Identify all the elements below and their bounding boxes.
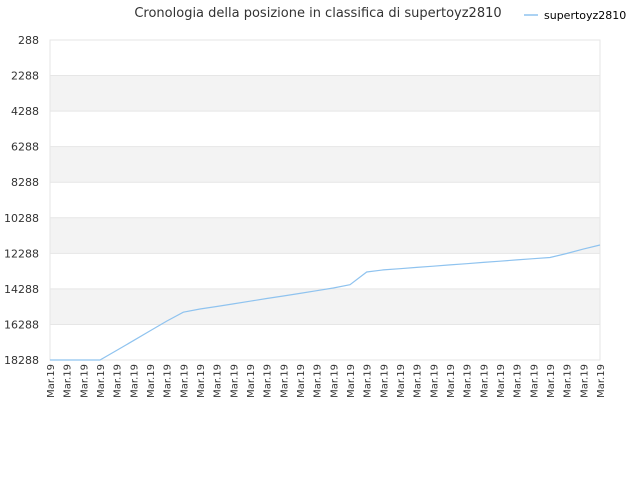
y-tick-label: 12288 — [4, 247, 39, 260]
x-tick-label: Mar.19 — [46, 364, 57, 398]
x-tick-label: Mar.19 — [163, 364, 174, 398]
x-tick-label: Mar.19 — [279, 364, 290, 398]
series-group — [50, 244, 601, 361]
x-tick-label: Mar.19 — [146, 364, 157, 398]
x-tick-label: Mar.19 — [79, 364, 90, 398]
y-tick-label: 16288 — [4, 318, 39, 331]
legend: supertoyz2810 — [524, 9, 626, 22]
plot-band — [50, 146, 600, 183]
x-tick-label: Mar.19 — [263, 364, 274, 398]
x-tick-label: Mar.19 — [346, 364, 357, 398]
x-tick-label: Mar.19 — [396, 364, 407, 398]
y-axis-ticks: 288 2288 4288 6288 8288 10288 12288 14288 16288 1… — [4, 34, 39, 367]
x-axis-ticks: Mar.19 Mar.19 Mar.19 Mar.19 Mar.19 Mar.19 Mar.… — [46, 364, 607, 398]
x-tick-label: Mar.19 — [129, 364, 140, 398]
plot-bands — [50, 40, 600, 360]
x-tick-label: Mar.19 — [113, 364, 124, 398]
x-tick-label: Mar.19 — [596, 364, 607, 398]
plot-band — [50, 217, 600, 254]
y-tick-label: 8288 — [11, 176, 39, 189]
y-tick-label: 2288 — [11, 70, 39, 83]
x-tick-label: Mar.19 — [213, 364, 224, 398]
x-tick-label: Mar.19 — [446, 364, 457, 398]
x-tick-label: Mar.19 — [529, 364, 540, 398]
y-tick-label: 6288 — [11, 141, 39, 154]
plot-band — [50, 111, 600, 147]
x-tick-label: Mar.19 — [379, 364, 390, 398]
y-tick-label: 10288 — [4, 212, 39, 225]
x-tick-label: Mar.19 — [296, 364, 307, 398]
x-tick-label: Mar.19 — [463, 364, 474, 398]
x-tick-label: Mar.19 — [579, 364, 590, 398]
x-tick-label: Mar.19 — [363, 364, 374, 398]
x-tick-label: Mar.19 — [429, 364, 440, 398]
y-tick-label: 288 — [18, 34, 39, 47]
x-tick-label: Mar.19 — [313, 364, 324, 398]
plot-band — [50, 324, 600, 360]
x-tick-label: Mar.19 — [479, 364, 490, 398]
x-tick-label: Mar.19 — [546, 364, 557, 398]
x-tick-label: Mar.19 — [229, 364, 240, 398]
x-tick-label: Mar.19 — [196, 364, 207, 398]
plot-area-border — [49, 39, 601, 361]
y-tick-label: 14288 — [4, 283, 39, 296]
plot-band — [50, 253, 600, 289]
x-tick-label: Mar.19 — [563, 364, 574, 398]
x-tick-label: Mar.19 — [63, 364, 74, 398]
y-tick-label: 18288 — [4, 354, 39, 367]
legend-label: supertoyz2810 — [544, 9, 626, 22]
y-tick-label: 4288 — [11, 105, 39, 118]
x-tick-label: Mar.19 — [246, 364, 257, 398]
x-tick-label: Mar.19 — [496, 364, 507, 398]
x-tick-label: Mar.19 — [513, 364, 524, 398]
series-line — [50, 244, 601, 361]
plot-band — [50, 40, 600, 76]
x-tick-label: Mar.19 — [179, 364, 190, 398]
plot-band — [50, 182, 600, 218]
plot-band — [50, 75, 600, 112]
x-tick-label: Mar.19 — [413, 364, 424, 398]
chart-title: Cronologia della posizione in classifica… — [134, 6, 501, 21]
plot-band — [50, 288, 600, 325]
x-tick-label: Mar.19 — [329, 364, 340, 398]
x-tick-label: Mar.19 — [96, 364, 107, 398]
